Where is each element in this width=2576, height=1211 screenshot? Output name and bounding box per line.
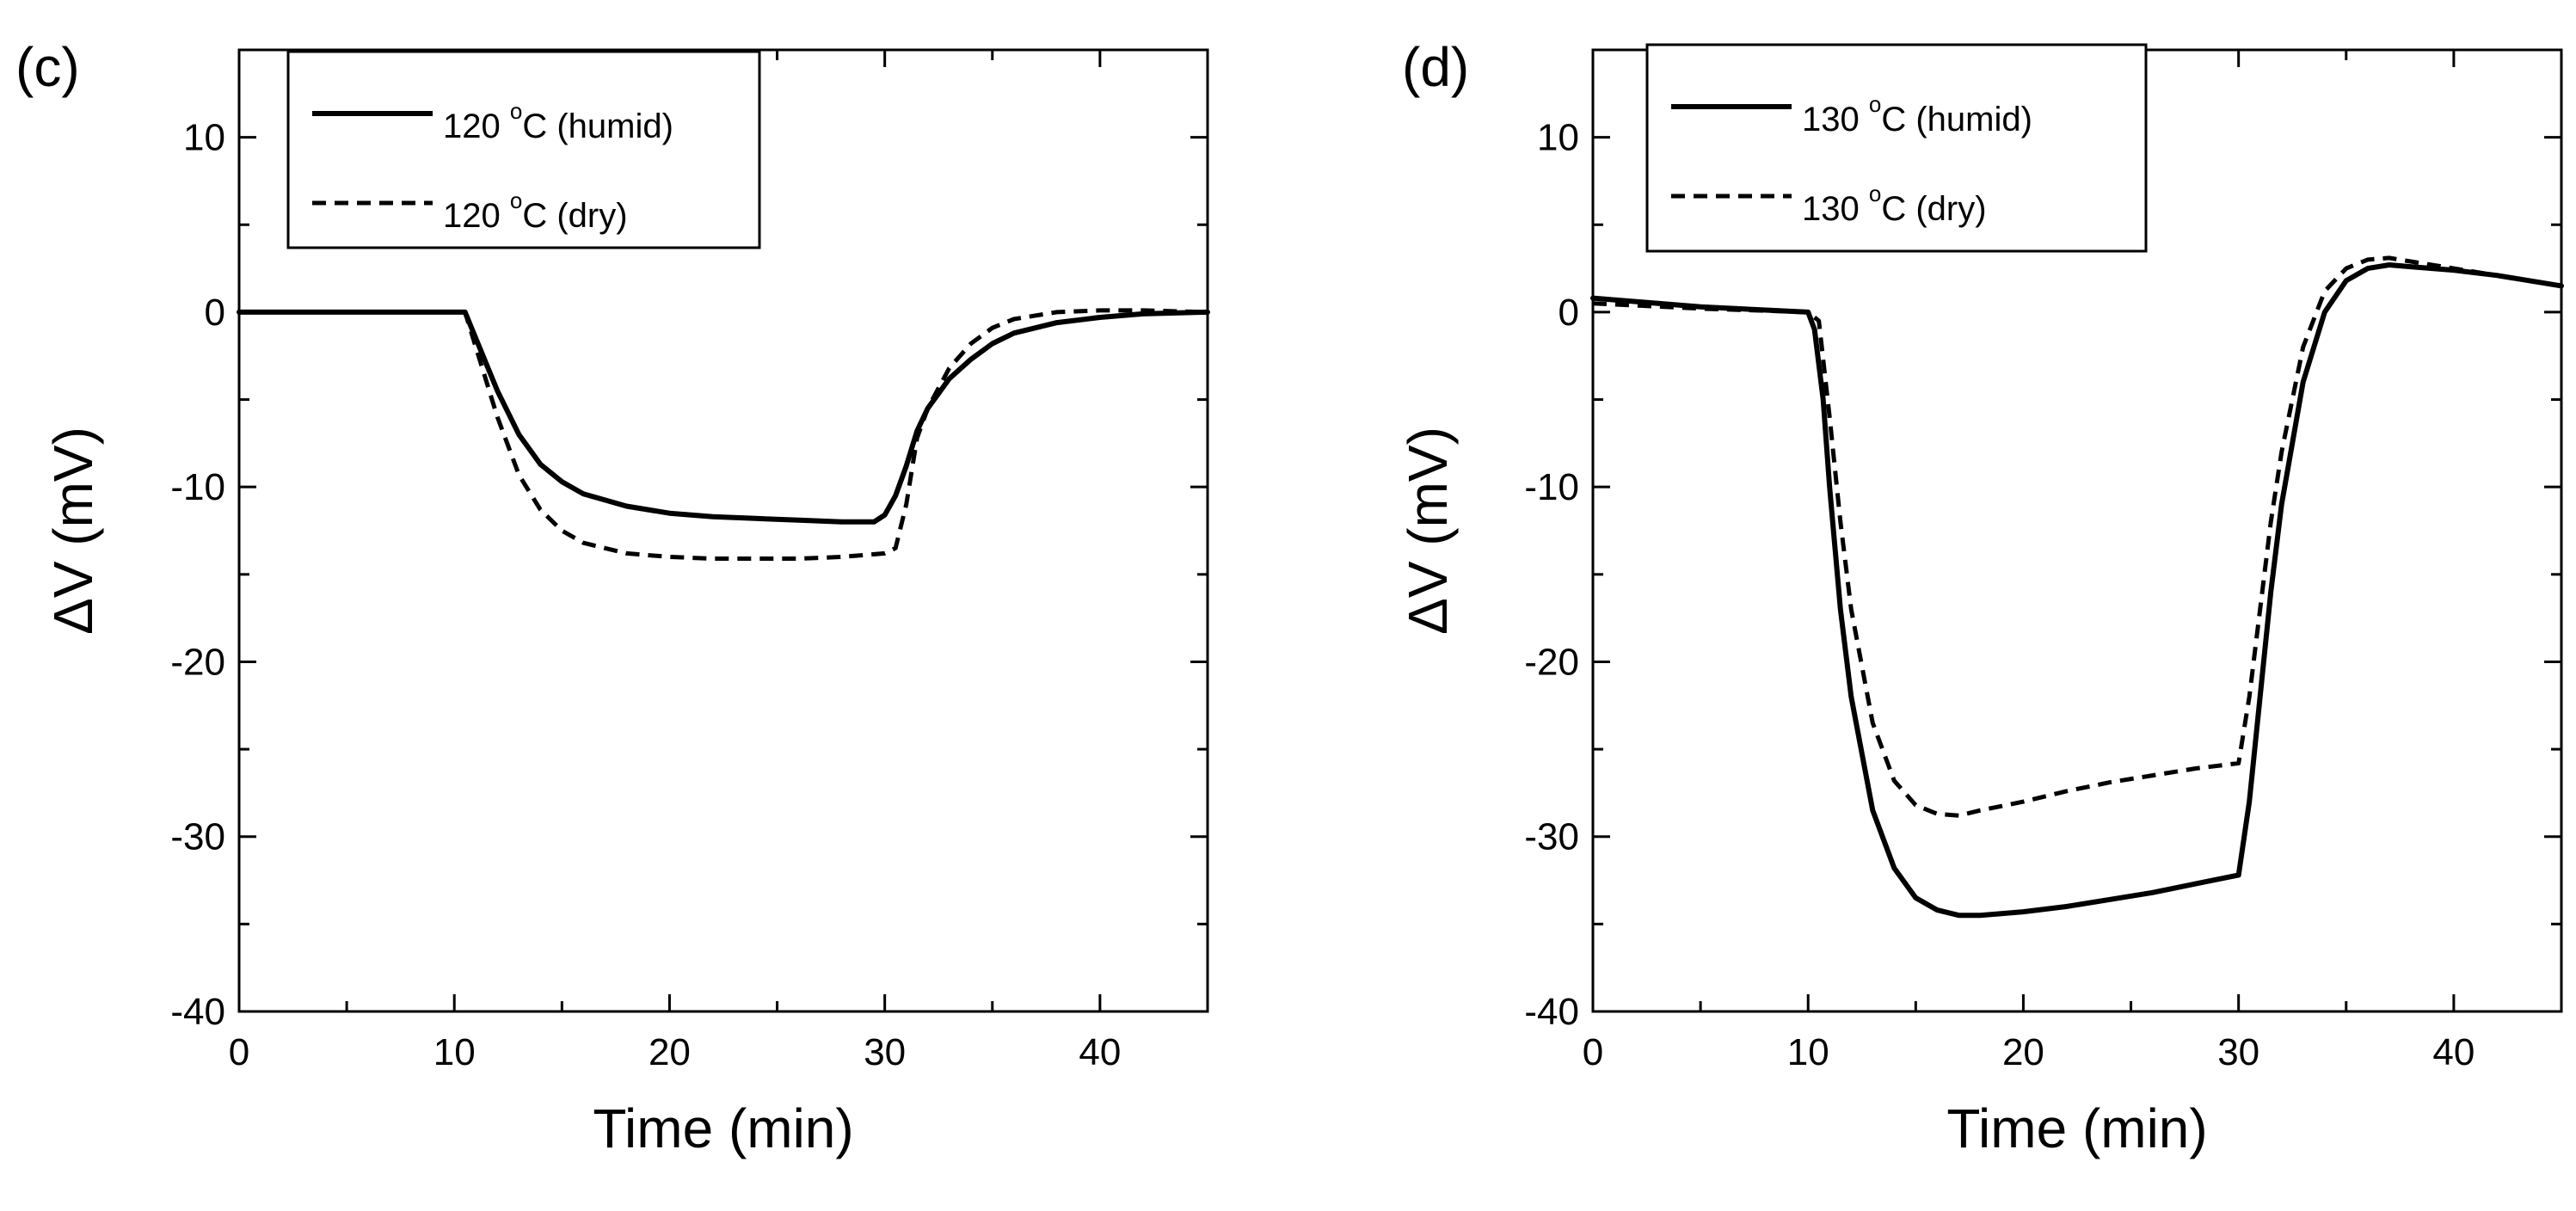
- y-tick-label: -20: [170, 641, 225, 683]
- x-tick-label: 30: [864, 1031, 906, 1073]
- series-line-dry: [239, 308, 1208, 561]
- legend-label: 120 oC (dry): [443, 187, 628, 235]
- y-tick-label: -20: [1524, 641, 1579, 683]
- y-tick-label: -10: [1524, 466, 1579, 508]
- series-line-dry: [1592, 255, 2562, 818]
- legend: 120 oC (humid) 120 oC (dry): [286, 50, 761, 249]
- chart-c: 0 10 20 30 40 10 0 -10 -20 -30 -40 Time (min) ΔV (mV…: [15, 36, 1210, 1159]
- legend: 130 oC (humid) 130 oC (dry): [1645, 43, 2148, 253]
- y-axis-title: ΔV (mV): [42, 427, 104, 635]
- y-tick-label: -40: [1524, 991, 1579, 1033]
- x-tick-label: 10: [433, 1031, 476, 1073]
- panel-label: (c): [15, 36, 80, 98]
- x-tick-label: 20: [649, 1031, 691, 1073]
- legend-box: [286, 50, 761, 249]
- x-tick-label: 40: [2432, 1031, 2475, 1073]
- series-line-humid: [237, 309, 1210, 525]
- legend-label: 130 oC (humid): [1802, 91, 2032, 138]
- x-tick-label: 20: [2002, 1031, 2044, 1073]
- x-tick-label: 30: [2217, 1031, 2259, 1073]
- x-axis-title: Time (min): [593, 1097, 853, 1159]
- panel-label: (d): [1402, 36, 1469, 98]
- x-tick-label: 0: [229, 1031, 249, 1073]
- series-line-humid: [1590, 262, 2564, 919]
- y-tick-label: 10: [183, 117, 225, 159]
- y-axis-title: ΔV (mV): [1397, 427, 1459, 635]
- y-tick-label: 0: [1559, 292, 1579, 334]
- x-axis-title: Time (min): [1946, 1097, 2207, 1159]
- y-tick-label: -30: [1524, 816, 1579, 858]
- legend-label: 120 oC (humid): [443, 98, 673, 145]
- y-tick-label: -40: [170, 991, 225, 1033]
- y-tick-label: -10: [170, 466, 225, 508]
- chart-d: 0 10 20 30 40 10 0 -10 -20 -30 -40 Time (min) ΔV (mV…: [1397, 36, 2564, 1159]
- y-tick-label: -30: [170, 816, 225, 858]
- y-tick-label: 10: [1537, 117, 1579, 159]
- y-tick-label: 0: [205, 292, 225, 334]
- x-tick-label: 10: [1787, 1031, 1829, 1073]
- plot-frame: [237, 48, 1209, 1013]
- x-tick-label: 0: [1583, 1031, 1603, 1073]
- legend-box: [1645, 43, 2148, 253]
- legend-label: 130 oC (dry): [1802, 181, 1987, 228]
- x-tick-label: 40: [1079, 1031, 1121, 1073]
